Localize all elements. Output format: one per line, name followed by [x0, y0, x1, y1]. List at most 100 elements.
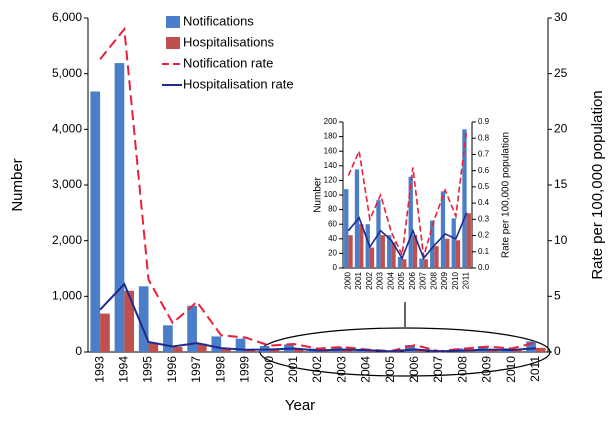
y2-tick-label: 0.5	[478, 182, 490, 191]
x-tick-label: 2006	[407, 356, 421, 383]
y2-tick-label: 0.7	[478, 150, 490, 159]
y2-tick-label: 15	[554, 177, 568, 191]
y2-tick-label: 0.3	[478, 214, 490, 223]
legend-label: Notifications	[183, 13, 254, 28]
bar	[462, 129, 467, 268]
x-tick-label: 2001	[286, 356, 300, 383]
y2-tick-label: 5	[554, 289, 561, 303]
bar	[245, 349, 256, 352]
y-tick-label: 2,000	[52, 233, 82, 247]
y2-axis-title: Rate per 100,000 population	[501, 132, 512, 258]
bar	[455, 240, 461, 268]
bar	[402, 259, 407, 268]
x-tick-label: 2009	[480, 356, 494, 383]
bar	[196, 343, 207, 352]
y2-tick-label: 0	[554, 344, 561, 358]
x-tick-label: 2003	[334, 356, 348, 383]
bar	[235, 338, 246, 352]
bar	[440, 191, 446, 268]
line	[99, 26, 537, 353]
x-tick-label: 1999	[238, 356, 252, 383]
bar	[487, 349, 498, 352]
y-tick-label: 1,000	[52, 289, 82, 303]
y-tick-label: 60	[328, 219, 337, 228]
y-tick-label: 3,000	[52, 177, 82, 191]
y2-tick-label: 20	[554, 122, 568, 136]
x-tick-label: 2005	[397, 271, 406, 289]
legend-label: Hospitalisations	[183, 34, 275, 49]
y-tick-label: 140	[324, 161, 338, 170]
x-tick-label: 2004	[386, 271, 395, 289]
bar	[348, 235, 353, 268]
y-tick-label: 160	[324, 146, 338, 155]
bar	[269, 349, 280, 352]
x-tick-label: 2010	[504, 356, 518, 383]
bar	[408, 176, 413, 268]
y-tick-label: 40	[328, 234, 337, 243]
y-tick-label: 180	[324, 132, 338, 141]
line	[347, 212, 468, 261]
bar	[359, 224, 364, 268]
bar	[90, 91, 101, 352]
x-tick-label: 2011	[462, 271, 471, 289]
bar	[211, 336, 222, 352]
bar	[526, 341, 536, 352]
bar	[365, 224, 370, 268]
y-tick-label: 100	[324, 190, 338, 199]
x-tick-label: 2008	[429, 271, 438, 289]
bar	[419, 258, 424, 268]
x-tick-label: 2006	[408, 271, 417, 289]
legend-swatch	[166, 16, 180, 28]
y-axis-title: Number	[313, 177, 324, 213]
x-tick-label: 2008	[455, 356, 469, 383]
bar	[342, 349, 352, 352]
bar	[344, 189, 349, 268]
x-tick-label: 2005	[383, 356, 397, 383]
bar	[148, 342, 159, 352]
y2-tick-label: 25	[554, 66, 568, 80]
x-tick-label: 2003	[376, 271, 385, 289]
legend-swatch	[166, 37, 180, 49]
bar	[430, 220, 435, 268]
y2-tick-label: 30	[554, 10, 568, 24]
x-tick-label: 2011	[528, 356, 542, 382]
line	[347, 130, 468, 258]
bar	[397, 257, 403, 268]
bar	[412, 235, 418, 268]
x-tick-label: 2004	[359, 356, 373, 383]
x-tick-label: 1996	[165, 356, 179, 383]
bar	[293, 348, 304, 352]
y2-axis-title: Rate per 100,000 population	[589, 90, 606, 279]
bar	[114, 63, 125, 353]
bar	[163, 325, 173, 352]
y-tick-label: 20	[328, 249, 337, 258]
x-tick-label: 2007	[419, 271, 428, 289]
y-tick-label: 4,000	[52, 122, 82, 136]
bar	[354, 169, 360, 268]
bar	[124, 290, 134, 352]
x-tick-label: 1997	[189, 356, 203, 383]
bar	[423, 259, 428, 268]
x-tick-label: 1998	[213, 356, 227, 383]
y-tick-label: 6,000	[52, 10, 82, 24]
y-tick-label: 120	[324, 176, 338, 185]
x-tick-label: 2010	[451, 271, 460, 289]
legend-label: Hospitalisation rate	[183, 76, 294, 91]
x-tick-label: 2002	[310, 356, 324, 383]
y2-tick-label: 0.1	[478, 247, 490, 256]
x-tick-label: 2009	[440, 271, 449, 289]
y2-tick-label: 0.0	[478, 263, 490, 272]
y-tick-label: 0	[333, 263, 338, 272]
bar	[391, 242, 396, 268]
bar	[221, 348, 231, 352]
y-tick-label: 5,000	[52, 66, 82, 80]
y-tick-label: 0	[75, 344, 82, 358]
x-tick-label: 2000	[343, 271, 352, 289]
bar	[445, 238, 450, 268]
x-tick-label: 2007	[431, 356, 445, 383]
x-tick-label: 1995	[141, 356, 155, 383]
y2-tick-label: 0.2	[478, 231, 490, 240]
bar	[380, 235, 385, 268]
y2-tick-label: 10	[554, 233, 568, 247]
